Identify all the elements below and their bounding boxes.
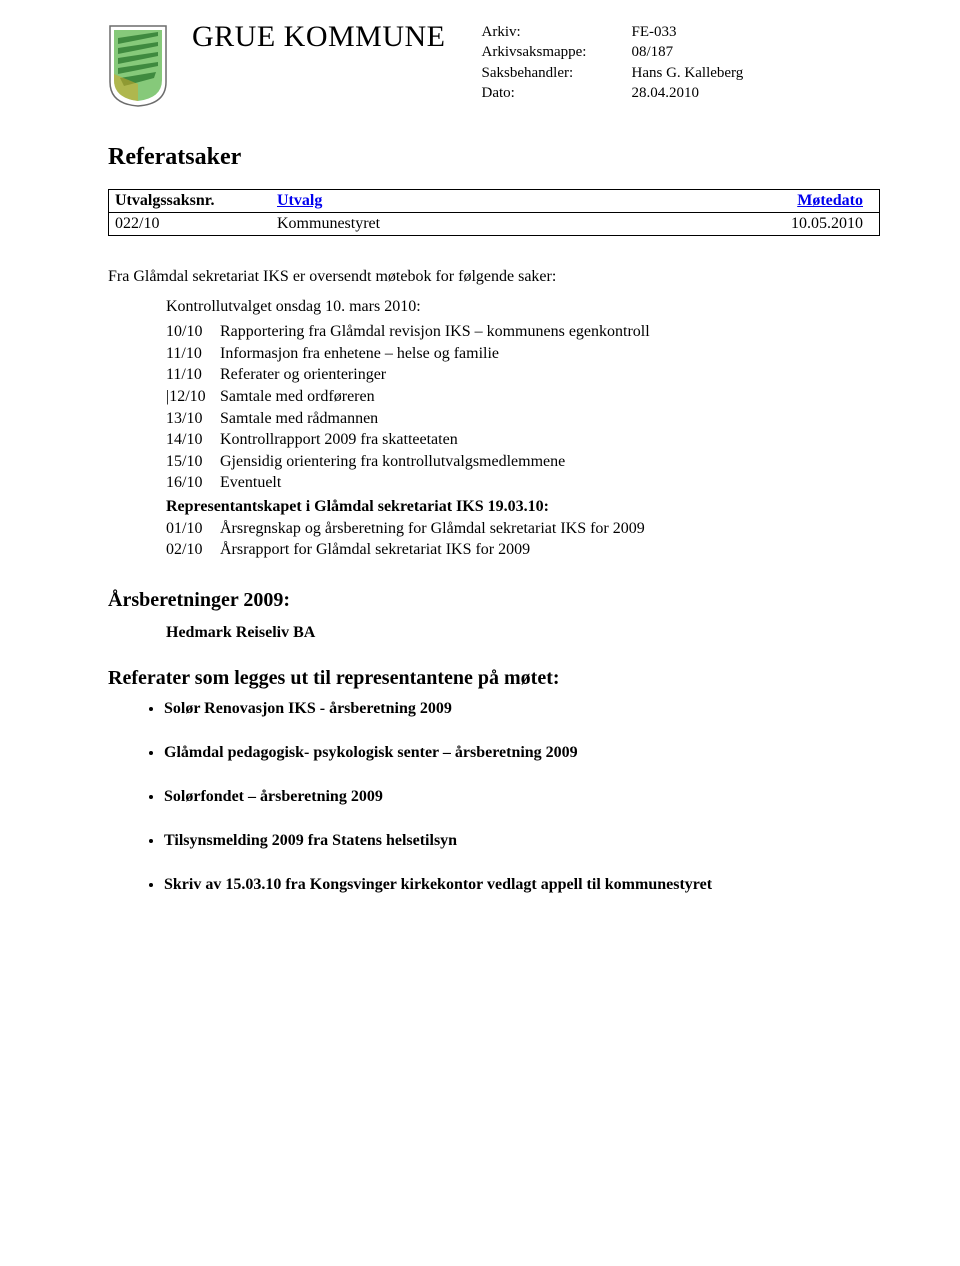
case-table-header: Utvalgssaksnr. Utvalg Møtedato — [109, 190, 880, 213]
list-item: 15/10Gjensidig orientering fra kontrollu… — [166, 451, 880, 473]
meta-label: Arkiv: — [482, 22, 632, 42]
list-item: 02/10Årsrapport for Glåmdal sekretariat … — [166, 539, 880, 561]
meta-row: Saksbehandler: Hans G. Kalleberg — [482, 63, 881, 83]
case-table: Utvalgssaksnr. Utvalg Møtedato 022/10 Ko… — [108, 189, 880, 236]
document-header: GRUE KOMMUNE Arkiv: FE-033 Arkivsaksmapp… — [108, 18, 880, 108]
item-text: Informasjon fra enhetene – helse og fami… — [220, 343, 499, 365]
bullet-item: Skriv av 15.03.10 fra Kongsvinger kirkek… — [164, 876, 880, 894]
case-header-motedato: Møtedato — [727, 190, 880, 213]
item-num: 16/10 — [166, 472, 220, 494]
bullet-item: Glåmdal pedagogisk- psykologisk senter –… — [164, 744, 880, 762]
meta-row: Arkivsaksmappe: 08/187 — [482, 42, 881, 62]
list-item: 16/10Eventuelt — [166, 472, 880, 494]
item-text: Samtale med rådmannen — [220, 408, 378, 430]
item-num: 11/10 — [166, 343, 220, 365]
representantskapet-title: Representantskapet i Glåmdal sekretariat… — [166, 496, 880, 518]
document-title: Referatsaker — [108, 144, 880, 171]
case-cell-utvalg: Kommunestyret — [271, 213, 727, 236]
bullet-item: Tilsynsmelding 2009 fra Statens helsetil… — [164, 832, 880, 850]
item-num: 14/10 — [166, 429, 220, 451]
bullet-item: Solør Renovasjon IKS - årsberetning 2009 — [164, 700, 880, 718]
case-table-row: 022/10 Kommunestyret 10.05.2010 — [109, 213, 880, 236]
municipality-logo — [108, 24, 168, 108]
item-num: 13/10 — [166, 408, 220, 430]
item-text: Årsregnskap og årsberetning for Glåmdal … — [220, 518, 645, 540]
case-cell-dato: 10.05.2010 — [727, 213, 880, 236]
kontrollutvalget-title: Kontrollutvalget onsdag 10. mars 2010: — [166, 296, 880, 318]
case-header-utvalgssaksnr: Utvalgssaksnr. — [109, 190, 272, 213]
hedmark-reiseliv: Hedmark Reiseliv BA — [166, 622, 880, 644]
meta-label: Saksbehandler: — [482, 63, 632, 83]
case-cell-saksnr: 022/10 — [109, 213, 272, 236]
meta-label: Dato: — [482, 83, 632, 103]
list-item: 14/10Kontrollrapport 2009 fra skatteetat… — [166, 429, 880, 451]
list-item: 11/10Informasjon fra enhetene – helse og… — [166, 343, 880, 365]
list-item: 11/10Referater og orienteringer — [166, 364, 880, 386]
item-text: Gjensidig orientering fra kontrollutvalg… — [220, 451, 565, 473]
item-text: Samtale med ordføreren — [220, 386, 375, 408]
item-num: 10/10 — [166, 321, 220, 343]
org-title: GRUE KOMMUNE — [192, 20, 446, 54]
header-meta: Arkiv: FE-033 Arkivsaksmappe: 08/187 Sak… — [482, 22, 881, 103]
item-num: 02/10 — [166, 539, 220, 561]
kontrollutvalget-list: 10/10Rapportering fra Glåmdal revisjon I… — [166, 321, 880, 494]
list-item: 13/10Samtale med rådmannen — [166, 408, 880, 430]
item-num: 15/10 — [166, 451, 220, 473]
item-text: Eventuelt — [220, 472, 281, 494]
referater-bullet-list: Solør Renovasjon IKS - årsberetning 2009… — [108, 700, 880, 894]
aarsberetninger-title: Årsberetninger 2009: — [108, 589, 880, 612]
item-text: Referater og orienteringer — [220, 364, 386, 386]
list-item: |12/10Samtale med ordføreren — [166, 386, 880, 408]
item-text: Rapportering fra Glåmdal revisjon IKS – … — [220, 321, 650, 343]
referater-title: Referater som legges ut til representant… — [108, 667, 880, 690]
meta-value: 28.04.2010 — [632, 83, 700, 103]
meta-value: Hans G. Kalleberg — [632, 63, 744, 83]
list-item: 01/10Årsregnskap og årsberetning for Glå… — [166, 518, 880, 540]
item-num: |12/10 — [166, 386, 220, 408]
list-item: 10/10Rapportering fra Glåmdal revisjon I… — [166, 321, 880, 343]
bullet-item: Solørfondet – årsberetning 2009 — [164, 788, 880, 806]
meta-value: 08/187 — [632, 42, 674, 62]
meta-row: Dato: 28.04.2010 — [482, 83, 881, 103]
intro-line: Fra Glåmdal sekretariat IKS er oversendt… — [108, 266, 880, 288]
meta-value: FE-033 — [632, 22, 677, 42]
representantskapet-list: 01/10Årsregnskap og årsberetning for Glå… — [166, 518, 880, 561]
item-text: Årsrapport for Glåmdal sekretariat IKS f… — [220, 539, 530, 561]
item-num: 01/10 — [166, 518, 220, 540]
meta-label: Arkivsaksmappe: — [482, 42, 632, 62]
case-header-utvalg: Utvalg — [271, 190, 727, 213]
meta-row: Arkiv: FE-033 — [482, 22, 881, 42]
item-text: Kontrollrapport 2009 fra skatteetaten — [220, 429, 458, 451]
item-num: 11/10 — [166, 364, 220, 386]
